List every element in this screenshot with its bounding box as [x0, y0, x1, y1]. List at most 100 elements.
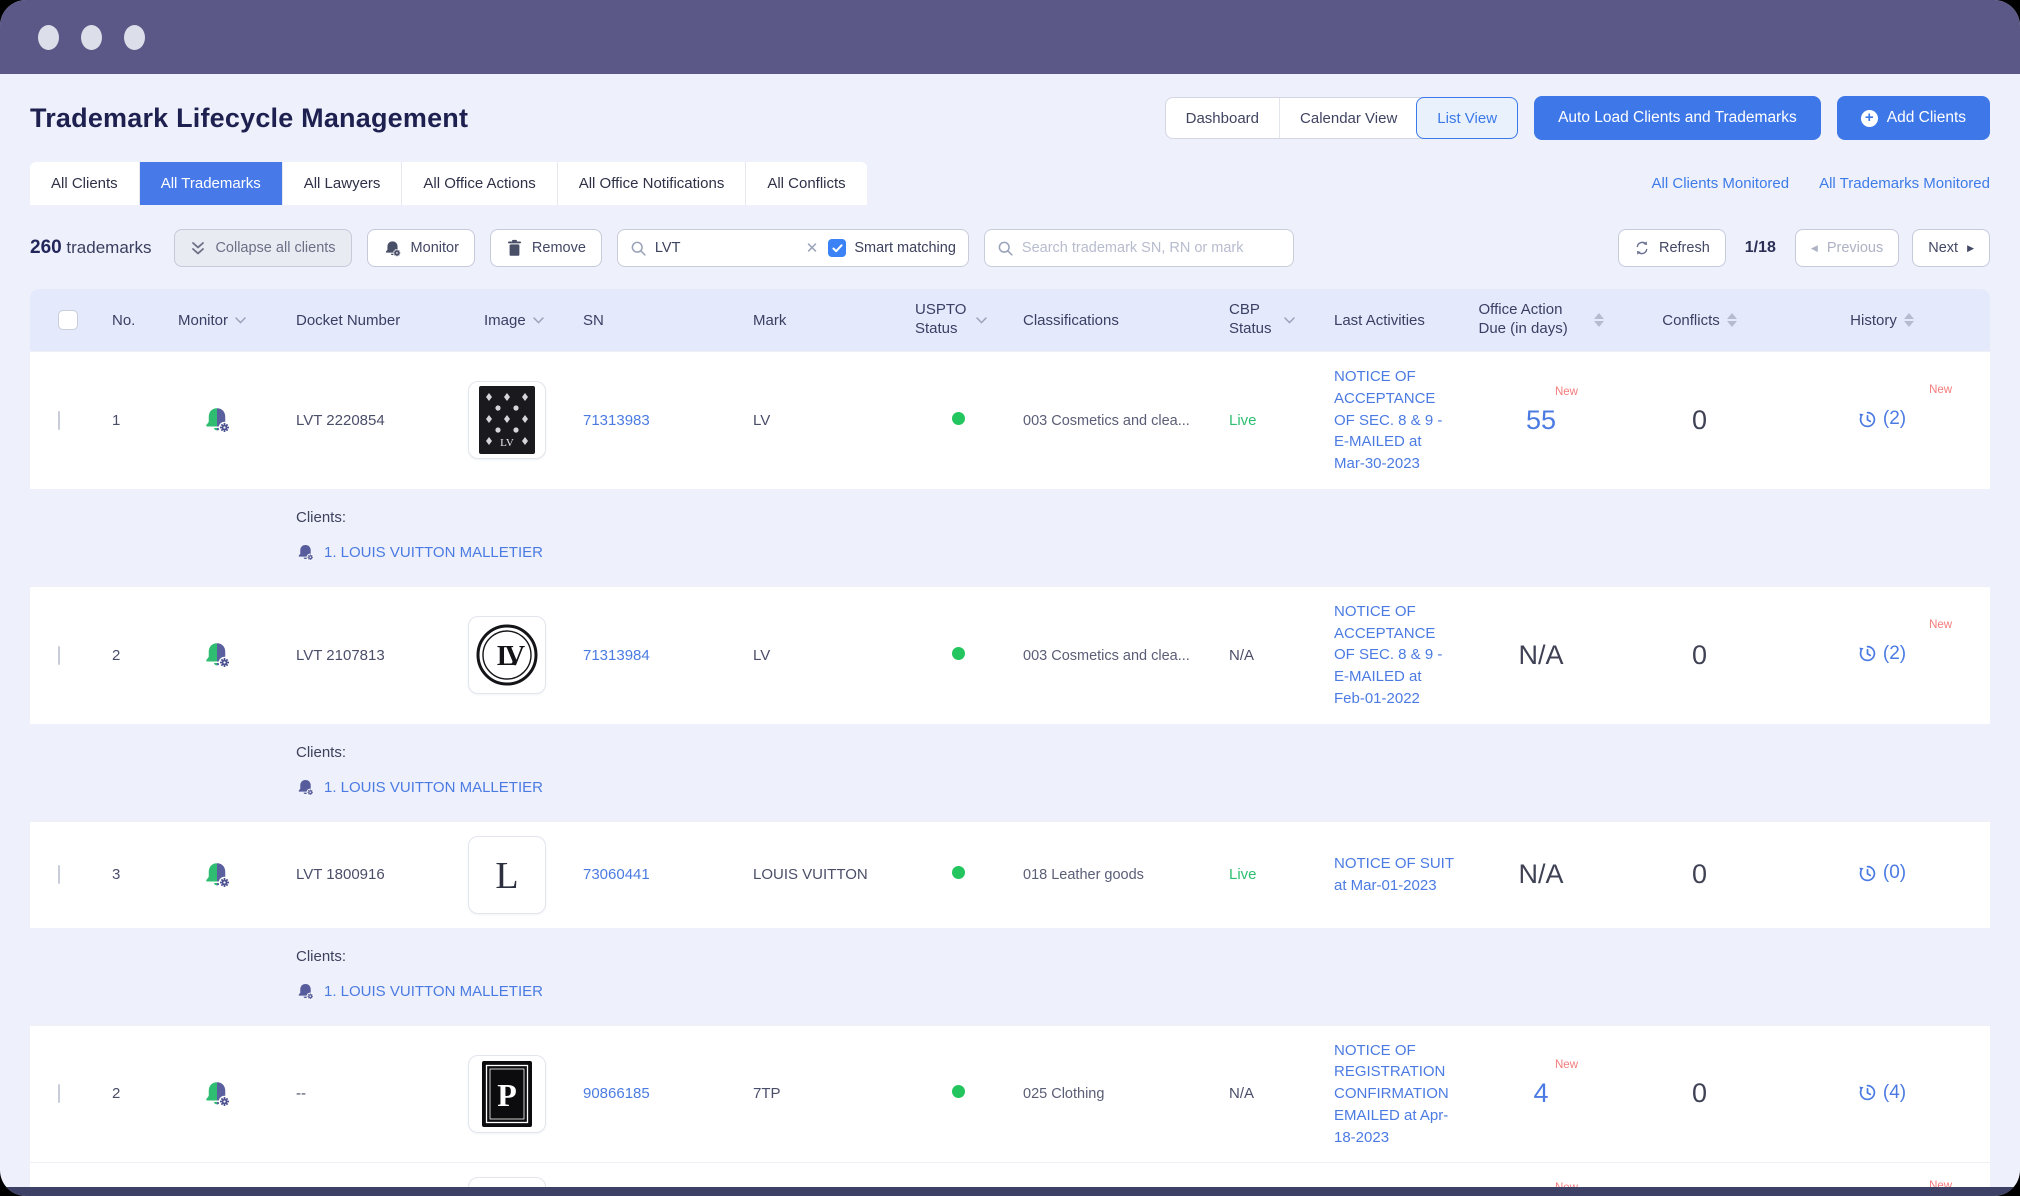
- sn-link[interactable]: 71313983: [583, 411, 650, 429]
- plus-icon: +: [1860, 109, 1878, 127]
- view-switcher: Dashboard Calendar View List View: [1164, 97, 1519, 139]
- view-calendar-button[interactable]: Calendar View: [1279, 98, 1417, 138]
- chevron-down-icon: [532, 316, 544, 324]
- client-link[interactable]: 1. LOUIS VUITTON MALLETIER: [324, 543, 543, 561]
- window-control-dot[interactable]: [81, 24, 102, 50]
- table-row: 3: [30, 820, 1990, 928]
- history-link[interactable]: (4) New: [1858, 1082, 1906, 1104]
- last-activity-link[interactable]: NOTICE OF ACCEPTANCE OF SEC. 8 & 9 - E-M…: [1334, 368, 1443, 472]
- window-control-dot[interactable]: [124, 24, 145, 50]
- auto-load-label: Auto Load Clients and Trademarks: [1558, 109, 1797, 126]
- trash-icon: [507, 239, 521, 256]
- trademark-image[interactable]: L: [467, 835, 546, 914]
- conflicts-count: 0: [1691, 1078, 1708, 1109]
- client-bell-gear-icon: [298, 544, 314, 561]
- col-header-history[interactable]: History: [1780, 312, 1990, 329]
- clients-label: Clients:: [296, 947, 347, 965]
- client-link[interactable]: 1. LOUIS VUITTON MALLETIER: [324, 982, 543, 1000]
- last-activity-link[interactable]: NOTICE OF SUIT at Mar-01-2023: [1334, 854, 1454, 894]
- sn-link[interactable]: 73060441: [583, 866, 650, 883]
- last-activity-link[interactable]: NOTICE OF ACCEPTANCE OF SEC. 8 & 9 - E-M…: [1334, 602, 1443, 707]
- next-label: Next: [1928, 240, 1959, 256]
- tab-all-trademarks[interactable]: All Trademarks: [138, 162, 282, 205]
- view-list-button[interactable]: List View: [1416, 97, 1519, 139]
- cbp-status: Live: [1229, 866, 1257, 883]
- history-link[interactable]: (2) New: [1858, 384, 1952, 430]
- window-bottom-edge: [0, 1187, 2020, 1196]
- col-header-image[interactable]: Image: [454, 312, 567, 329]
- table-row: 1: [30, 351, 1990, 489]
- history-link[interactable]: (0) New: [1858, 862, 1906, 884]
- history-clock-icon: [1859, 646, 1876, 662]
- monitor-toggle[interactable]: [162, 640, 280, 670]
- row-checkbox[interactable]: [58, 410, 60, 430]
- monitor-toggle[interactable]: [162, 860, 280, 890]
- bell-gear-icon: [385, 240, 401, 257]
- window-control-dot[interactable]: [38, 24, 59, 50]
- col-header-uspto-status[interactable]: USPTO Status: [915, 301, 1007, 339]
- refresh-button[interactable]: Refresh: [1617, 229, 1726, 267]
- select-all-checkbox[interactable]: [58, 310, 78, 330]
- monitor-bell-gear-icon: [206, 408, 231, 434]
- clear-search-icon[interactable]: ✕: [805, 240, 819, 257]
- sn-link[interactable]: 90866185: [583, 1085, 650, 1103]
- next-page-button[interactable]: Next ▶: [1912, 229, 1990, 267]
- trademark-filter-searchbox: ✕ Smart matching: [616, 229, 969, 267]
- monitor-bell-gear-icon: [206, 1082, 231, 1108]
- all-clients-monitored-link[interactable]: All Clients Monitored: [1651, 175, 1790, 192]
- docket-number: LVT 2220854: [296, 411, 385, 429]
- monitor-button[interactable]: Monitor: [366, 229, 475, 267]
- history-clock-icon: [1859, 411, 1876, 427]
- trademark-image[interactable]: LV: [467, 381, 546, 460]
- monitor-bell-gear-icon: [206, 862, 231, 888]
- svg-text:LV: LV: [500, 437, 514, 449]
- col-header-classifications: Classifications: [1023, 311, 1119, 329]
- row-checkbox[interactable]: [58, 865, 60, 884]
- office-action-due-value: 4 New: [1533, 1059, 1579, 1109]
- search-input[interactable]: [654, 240, 796, 256]
- mark-text: LV: [753, 646, 771, 664]
- tab-all-clients[interactable]: All Clients: [51, 175, 118, 192]
- tab-all-office-actions[interactable]: All Office Actions: [401, 162, 556, 205]
- tab-all-office-notifications[interactable]: All Office Notifications: [556, 162, 746, 205]
- col-header-office-action-due[interactable]: Office Action Due (in days): [1463, 301, 1625, 339]
- collapse-all-clients-button[interactable]: Collapse all clients: [174, 229, 352, 267]
- monitor-toggle[interactable]: [162, 1079, 280, 1109]
- history-clock-icon: [1859, 865, 1876, 882]
- clients-subrow: Clients: 1. LOUIS VUITTON MALLETIER: [30, 723, 1990, 821]
- last-activity-link[interactable]: NOTICE OF REGISTRATION CONFIRMATION EMAI…: [1334, 1041, 1449, 1146]
- clients-subrow: Clients: 1. LOUIS VUITTON MALLETIER: [30, 927, 1990, 1025]
- smart-matching-checkbox[interactable]: [828, 239, 847, 257]
- col-header-monitor[interactable]: Monitor: [162, 312, 280, 329]
- col-header-no: No.: [112, 311, 136, 329]
- row-checkbox[interactable]: [58, 645, 60, 665]
- row-number: 3: [112, 866, 121, 883]
- remove-button[interactable]: Remove: [489, 229, 602, 267]
- row-checkbox[interactable]: [58, 1084, 60, 1104]
- client-link[interactable]: 1. LOUIS VUITTON MALLETIER: [324, 778, 543, 796]
- office-action-due-value: N/ANew: [1518, 859, 1564, 889]
- search-sn-rn-input[interactable]: [1021, 240, 1281, 256]
- trademark-count-number: 260: [30, 237, 62, 258]
- previous-page-button[interactable]: ◀ Previous: [1794, 229, 1900, 267]
- trademark-image[interactable]: LV: [467, 616, 546, 695]
- history-count: (4): [1882, 1081, 1907, 1103]
- view-dashboard-button[interactable]: Dashboard: [1166, 98, 1279, 138]
- col-header-sn: SN: [583, 311, 604, 329]
- tab-all-conflicts[interactable]: All Conflicts: [745, 162, 866, 205]
- col-header-conflicts[interactable]: Conflicts: [1625, 312, 1780, 329]
- sort-icon: [1726, 313, 1737, 327]
- uspto-status-dot: [951, 1085, 965, 1099]
- all-trademarks-monitored-link[interactable]: All Trademarks Monitored: [1819, 175, 1990, 192]
- tab-all-lawyers[interactable]: All Lawyers: [281, 162, 402, 205]
- sn-link[interactable]: 71313984: [583, 646, 650, 664]
- add-clients-button[interactable]: + Add Clients: [1836, 96, 1990, 140]
- row-number: 2: [112, 646, 121, 664]
- trademark-image[interactable]: P: [467, 1054, 546, 1133]
- monitor-toggle[interactable]: [162, 405, 280, 435]
- table-header-row: No. Monitor Docket Number Image SN Mark …: [30, 289, 1990, 351]
- col-header-cbp-status[interactable]: CBP Status: [1213, 301, 1318, 339]
- history-link[interactable]: (2) New: [1858, 619, 1952, 665]
- mark-text: LOUIS VUITTON: [753, 866, 868, 883]
- auto-load-button[interactable]: Auto Load Clients and Trademarks: [1534, 96, 1821, 140]
